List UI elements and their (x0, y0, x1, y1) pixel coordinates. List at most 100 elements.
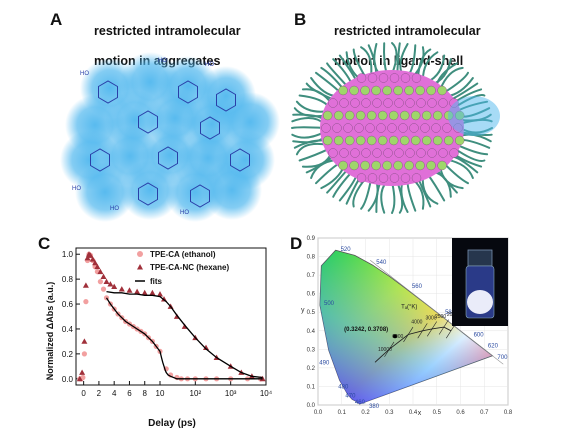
data-point-hexane (149, 289, 156, 296)
legend-label: fits (150, 277, 163, 286)
lattice-atom (387, 123, 397, 133)
wavelength-label: 580 (445, 310, 456, 316)
vial-cap (467, 249, 493, 267)
lattice-atom (356, 173, 367, 183)
data-point-hexane (134, 288, 141, 294)
lattice-atom (350, 98, 360, 108)
lattice-atom (338, 160, 348, 171)
lattice-atom (389, 73, 400, 83)
lattice-atom (332, 123, 342, 133)
lattice-atom (339, 98, 349, 108)
legend-label: TPE-CA (ethanol) (150, 250, 216, 259)
benzene-ring (230, 148, 250, 172)
benzene-ring (90, 148, 110, 172)
fit-curve (105, 297, 263, 380)
lattice-atom (350, 148, 360, 158)
lattice-atom (421, 110, 432, 121)
ligand-chain (391, 181, 396, 214)
chart-ylabel: Normalized ΔAbs (a.u.) (45, 282, 55, 380)
panel-c-letter: C (38, 234, 51, 253)
data-point-ethanol (83, 299, 89, 305)
lattice-atom (410, 135, 421, 146)
lattice-atom (427, 98, 437, 108)
wavelength-label: 480 (338, 384, 349, 390)
data-point-hexane (94, 263, 101, 270)
temperature-label: 4000 (411, 319, 422, 325)
emission-coordinate-point (392, 334, 397, 339)
ligand-chain (383, 42, 388, 76)
lattice-atom (344, 110, 355, 121)
lattice-atom (398, 123, 408, 133)
lattice-atom (438, 98, 448, 108)
isotherm-tick (384, 341, 395, 357)
lattice-atom (334, 110, 344, 121)
data-point-hexane (118, 286, 125, 292)
benzene-ring (216, 88, 236, 112)
panel-b-caption-line1: restricted intramolecular (334, 24, 481, 38)
data-point-hexane (92, 259, 99, 266)
ligand-chain (291, 131, 326, 139)
benzene-ring (190, 184, 210, 208)
data-point-hexane (103, 278, 110, 284)
lattice-atom (343, 123, 353, 133)
nanocrystal-illustration (291, 42, 500, 214)
x-tick-label: 2 (97, 389, 102, 398)
panel-b-letter: B (294, 10, 307, 29)
lattice-atom (321, 123, 331, 133)
legend-marker (137, 251, 143, 257)
lattice-atom (372, 148, 382, 158)
benzene-ring (98, 80, 118, 104)
lattice-atom (371, 160, 381, 171)
x-tick-label: 0.3 (385, 410, 394, 416)
x-tick-label: 4 (112, 389, 117, 398)
lattice-atom (334, 135, 344, 146)
data-point-hexane (84, 255, 91, 261)
ligand-chain (295, 100, 329, 113)
lattice-atom (400, 73, 411, 83)
ligand-chain (291, 117, 326, 125)
x-tick-label: 10² (190, 389, 202, 398)
ligand-chain (399, 43, 409, 76)
data-point-hexane (97, 268, 104, 275)
lattice-atom (360, 85, 370, 96)
chart-xlabel: Delay (ps) (148, 418, 196, 429)
lattice-atom (365, 123, 375, 133)
coordinate-label: (0.3242, 0.3708) (344, 327, 388, 333)
x-tick-label: 8 (143, 389, 148, 398)
wavelength-label: 520 (341, 247, 352, 253)
data-point-hexane (79, 369, 86, 375)
x-tick-label: 0.7 (480, 410, 489, 416)
x-tick-label: 0.8 (504, 410, 513, 416)
x-tick-label: 6 (127, 389, 132, 398)
y-tick-label: 0.0 (62, 375, 74, 384)
lattice-atom (382, 85, 392, 96)
data-point-ethanol (97, 279, 103, 285)
lattice-atom (323, 110, 333, 121)
legend-marker (137, 264, 143, 270)
lattice-atom (356, 73, 367, 83)
lattice-atom (339, 148, 349, 158)
lattice-atom (349, 85, 359, 96)
y-tick-label: 0.6 (307, 292, 316, 298)
benzene-ring (200, 116, 220, 140)
lattice-atom (431, 123, 441, 133)
ligand-chain (412, 178, 425, 210)
x-tick-label: 0 (81, 389, 86, 398)
wavelength-label: 470 (345, 394, 356, 400)
ligand-chain (406, 44, 417, 77)
data-point-hexane (100, 273, 107, 279)
x-tick-label: 0.1 (338, 410, 347, 416)
ligand-chain (298, 147, 331, 162)
lattice-atom (372, 98, 382, 108)
data-point-ethanol (81, 351, 87, 357)
lattice-atom (361, 98, 371, 108)
wavelength-label: 620 (488, 344, 499, 350)
lattice-atom (404, 160, 414, 171)
benzene-ring (158, 146, 178, 170)
ligand-chain (406, 179, 417, 212)
x-tick-label: 0.4 (409, 410, 418, 416)
kinetics-chart: Normalized ΔAbs (a.u.) Delay (ps) 0.0 0.2… (45, 247, 273, 429)
lattice-atom (416, 98, 426, 108)
wavelength-label: 380 (369, 404, 380, 410)
lattice-atom (394, 148, 404, 158)
